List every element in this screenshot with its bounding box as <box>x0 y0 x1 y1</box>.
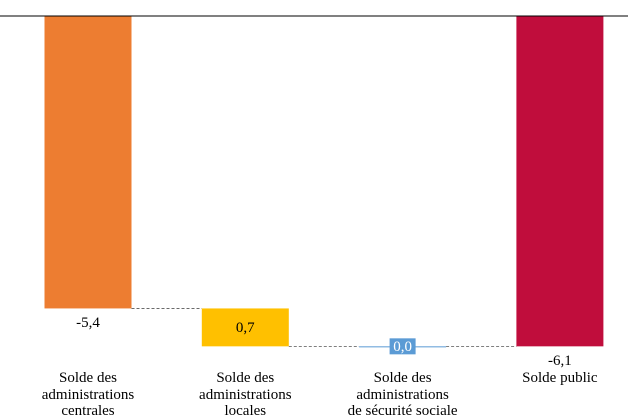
x-tick-label: Solde des administrations centrales <box>41 370 135 419</box>
x-tick-label: Solde des administrations locales <box>199 370 292 419</box>
data-label: 0,0 <box>393 339 412 355</box>
data-label: -5,4 <box>76 315 100 331</box>
x-tick-label: Solde des administrations de sécurité so… <box>347 370 458 419</box>
bar <box>201 308 289 347</box>
x-tick-label: Solde public <box>522 370 598 386</box>
bar <box>516 16 604 347</box>
data-label: -6,1 <box>548 353 572 369</box>
bar <box>44 16 132 309</box>
label-box <box>389 338 416 355</box>
data-label: 0,7 <box>236 320 255 336</box>
